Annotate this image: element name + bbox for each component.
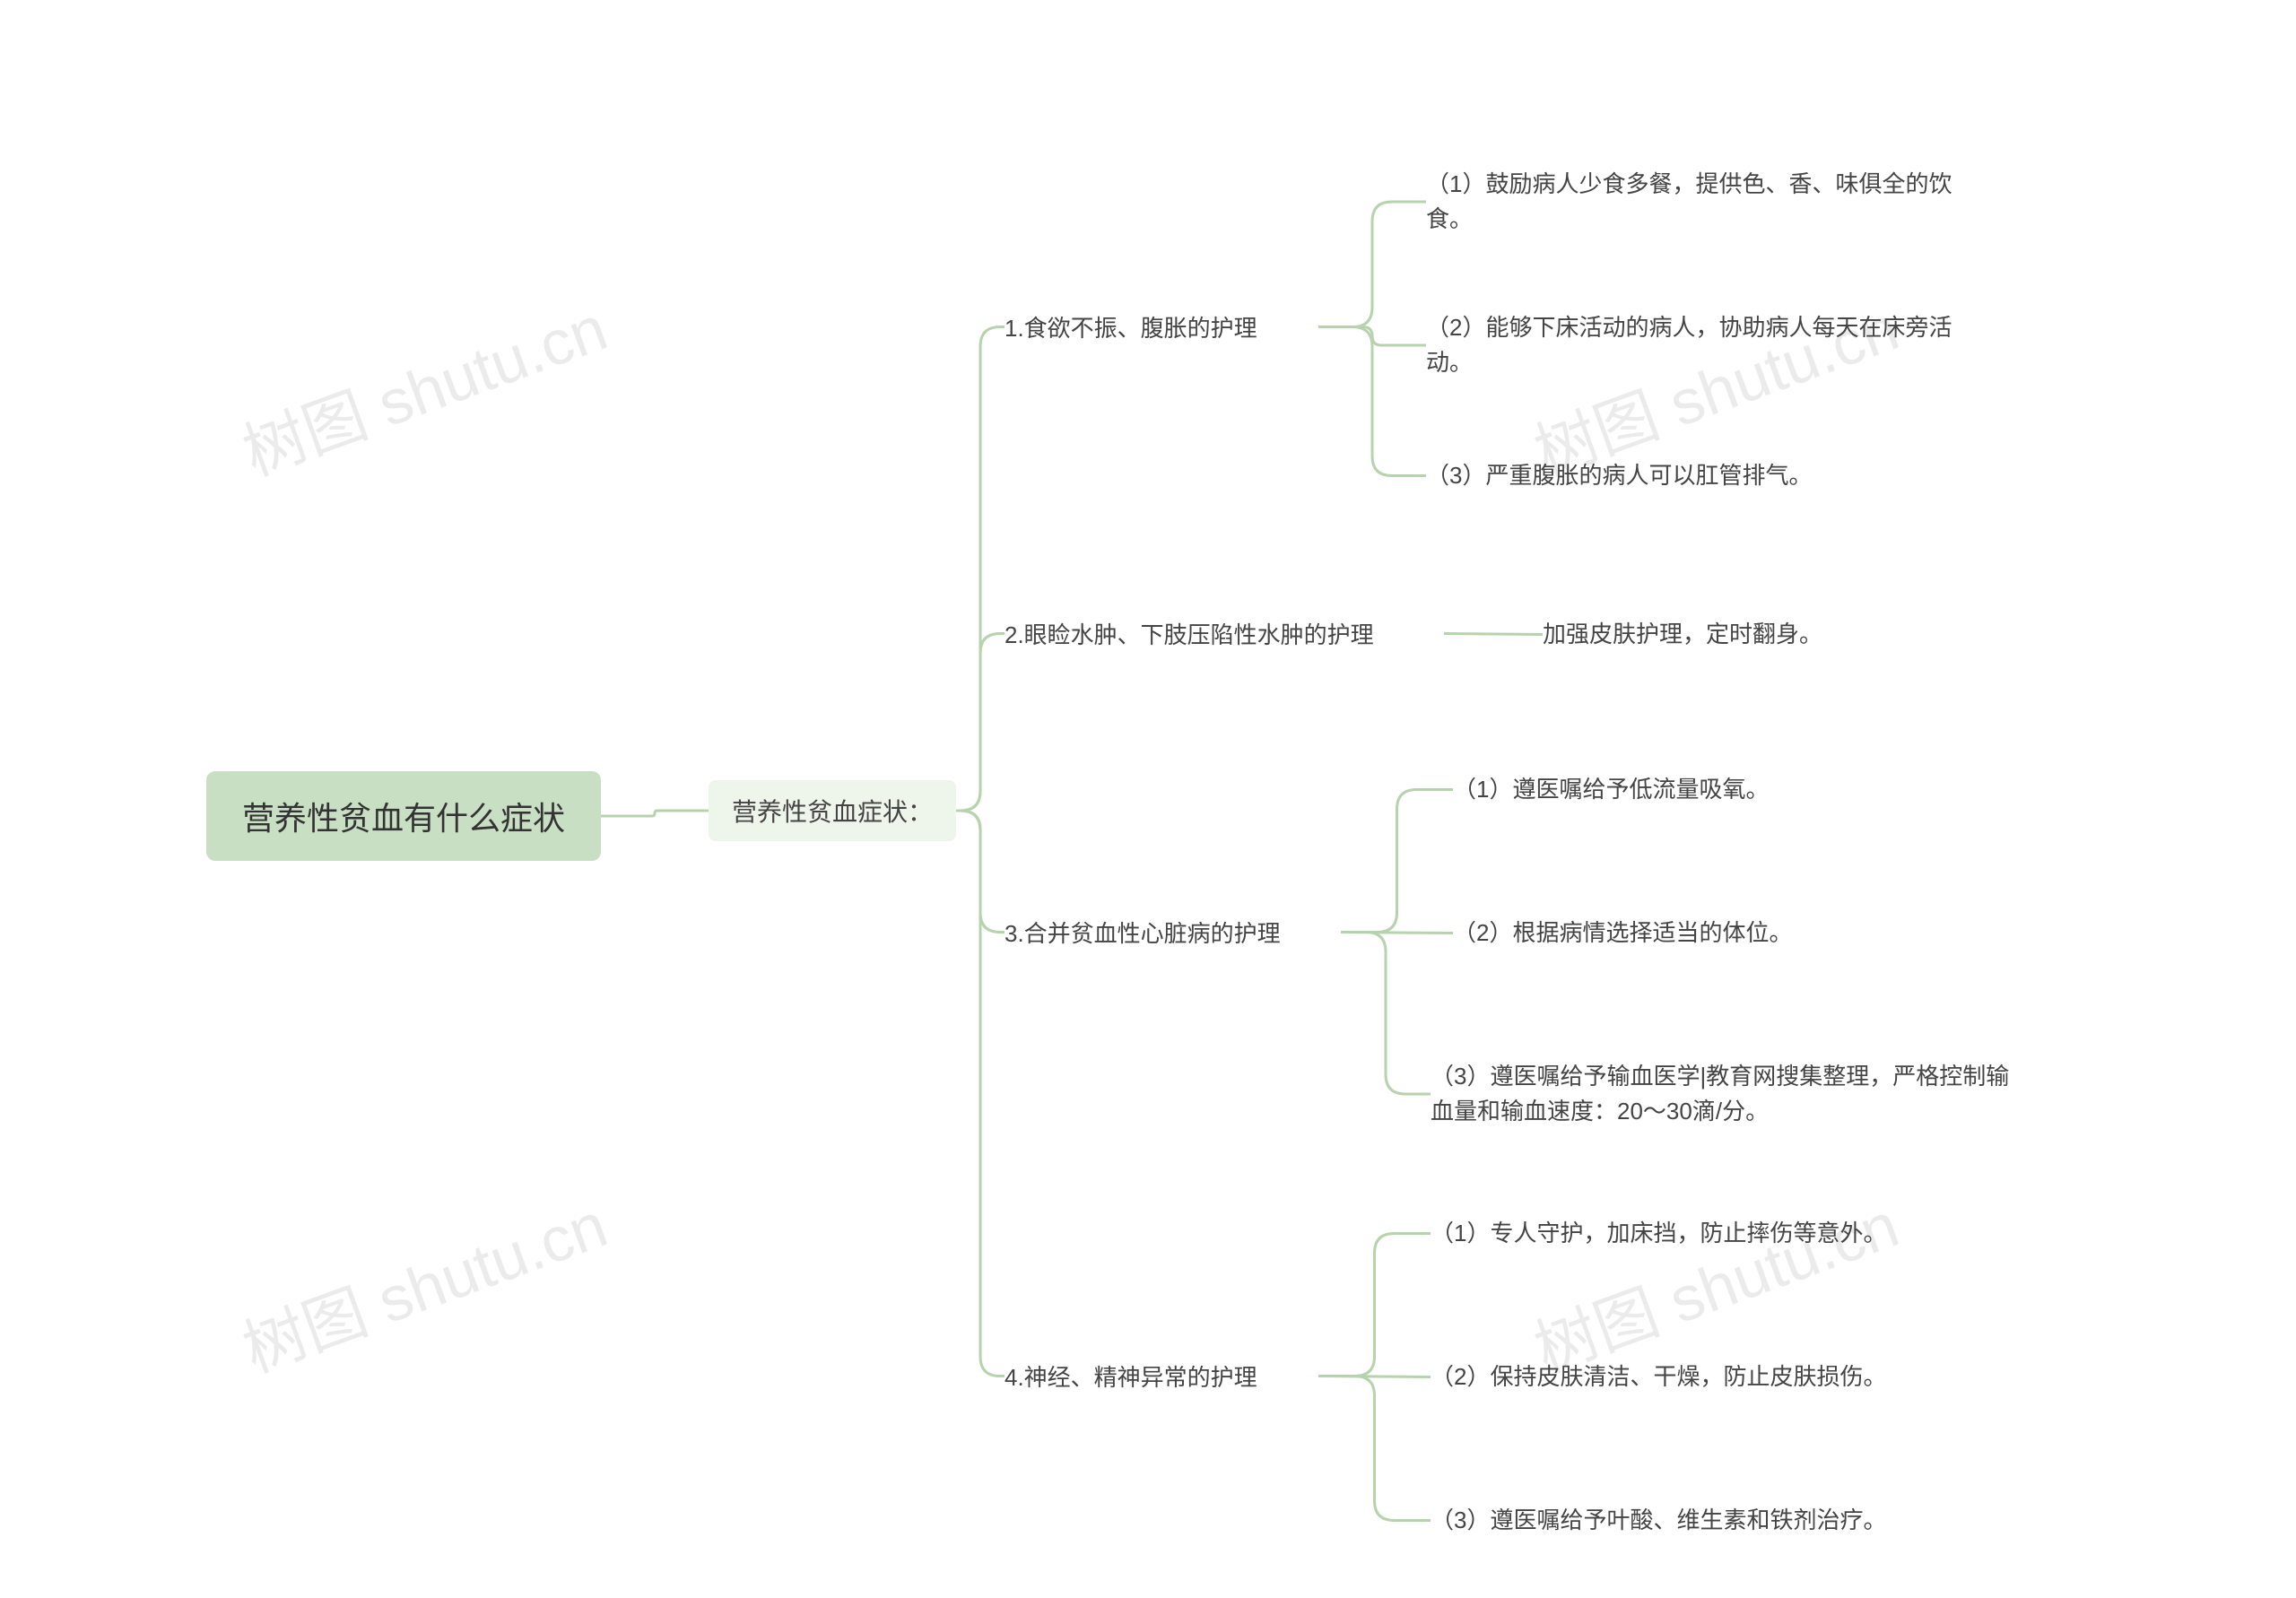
leaf-node[interactable]: （3）遵医嘱给予叶酸、维生素和铁剂治疗。 [1431,1498,2022,1543]
leaf-node[interactable]: （3）严重腹胀的病人可以肛管排气。 [1426,453,1982,499]
branch-node[interactable]: 3.合并贫血性心脏病的护理 [1004,910,1281,954]
leaf-node[interactable]: （2）能够下床活动的病人，协助病人每天在床旁活动。 [1426,305,1982,386]
leaf-node[interactable]: （1）专人守护，加床挡，防止摔伤等意外。 [1431,1211,2022,1256]
root-node[interactable]: 营养性贫血有什么症状 [206,771,601,861]
leaf-node[interactable]: （1）鼓励病人少食多餐，提供色、香、味俱全的饮食。 [1426,161,1982,242]
leaf-node[interactable]: （1）遵医嘱给予低流量吸氧。 [1453,767,2009,812]
leaf-node[interactable]: 加强皮肤护理，定时翻身。 [1543,612,1991,657]
watermark: 树图 shutu.cn [230,1176,618,1391]
branch-node[interactable]: 2.眼睑水肿、下肢压陷性水肿的护理 [1004,612,1374,656]
branch-node[interactable]: 1.食欲不振、腹胀的护理 [1004,305,1257,349]
level1-node[interactable]: 营养性贫血症状： [709,780,956,841]
leaf-node[interactable]: （2）根据病情选择适当的体位。 [1453,910,2009,956]
branch-node[interactable]: 4.神经、精神异常的护理 [1004,1354,1257,1398]
watermark: 树图 shutu.cn [230,279,618,494]
mindmap-canvas: 树图 shutu.cn 树图 shutu.cn 树图 shutu.cn 树图 s… [0,0,2296,1598]
leaf-node[interactable]: （2）保持皮肤清洁、干燥，防止皮肤损伤。 [1431,1354,2022,1400]
leaf-node[interactable]: （3）遵医嘱给予输血医学|教育网搜集整理，严格控制输血量和输血速度：20～30滴… [1431,1054,2022,1134]
